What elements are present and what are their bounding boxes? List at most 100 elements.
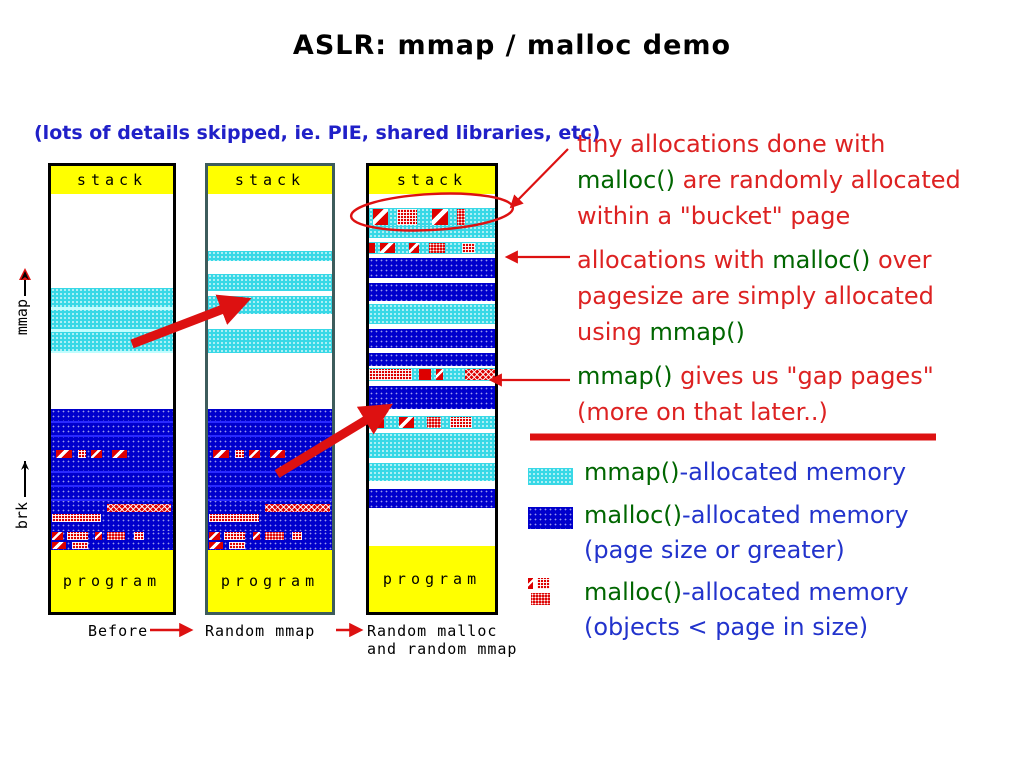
text-segment: over: [870, 246, 932, 274]
malloc-object-chip: [380, 243, 396, 253]
stack-region: stack: [208, 166, 332, 194]
program-region: program: [369, 546, 495, 612]
text-segment: mmap(): [584, 458, 680, 486]
malloc-object-chip: [409, 243, 420, 253]
free-region: [369, 348, 495, 353]
malloc-object-chip: [435, 369, 444, 380]
malloc-object-chip: [537, 578, 551, 589]
legend-label-malloc: malloc()-allocated memory (page size or g…: [584, 498, 909, 568]
malloc-object-chip: [66, 532, 88, 540]
malloc-objects-row: [51, 531, 173, 541]
bucket-page: [369, 242, 495, 254]
malloc-objects-row: [208, 449, 332, 459]
malloc-object-chip: [369, 243, 376, 253]
malloc-object-chip: [265, 532, 284, 540]
malloc-object-chip: [94, 532, 103, 540]
stack-region-label: stack: [396, 171, 468, 189]
free-region: [369, 481, 495, 489]
text-segment: -allocated memory: [679, 458, 907, 486]
annotation-text-3: mmap() gives us "gap pages" (more on that…: [577, 358, 934, 430]
caption-before: Before: [88, 622, 149, 640]
legend-label-mmap: mmap()-allocated memory: [584, 455, 906, 490]
mmap-axis-label: mmap: [13, 299, 31, 336]
text-segment: mmap(): [577, 362, 673, 390]
malloc-object-chip: [55, 450, 72, 458]
stack-region: stack: [51, 166, 173, 194]
malloc-object-chip: [265, 504, 330, 512]
malloc-object-chip: [462, 243, 475, 253]
malloc-object-chip: [464, 369, 495, 380]
malloc-object-chip: [399, 417, 415, 428]
malloc-object-chip: [449, 417, 473, 428]
malloc-objects-row: [51, 449, 173, 459]
malloc-objects-row: [51, 541, 173, 550]
malloc-region: [51, 459, 173, 503]
malloc-region: [369, 329, 495, 348]
brk-axis-label: brk: [13, 502, 31, 530]
text-segment: within a "bucket" page: [577, 202, 851, 230]
malloc-object-chip: [224, 532, 246, 540]
malloc-region: [369, 353, 495, 366]
free-region: [369, 238, 495, 242]
malloc-region: [369, 386, 495, 409]
mmap-region: [208, 274, 332, 291]
stack-region-label: stack: [76, 171, 148, 189]
malloc-object-chip: [52, 514, 102, 522]
stack-region: stack: [369, 166, 495, 194]
malloc-object-chip: [369, 369, 412, 380]
malloc-object-chip: [229, 542, 246, 549]
malloc-region: [369, 258, 495, 278]
malloc-region: [51, 523, 173, 531]
free-region: [369, 324, 495, 329]
malloc-region: [369, 283, 495, 301]
mmap-region: [369, 463, 495, 481]
malloc-object-chip: [372, 209, 388, 225]
legend-swatch-malloc: [528, 507, 573, 529]
mmap-region: [51, 288, 173, 353]
text-segment: malloc(): [772, 246, 871, 274]
memory-column-random-mmap: stack program: [205, 163, 335, 615]
malloc-object-chip: [107, 504, 171, 512]
malloc-object-chip: [419, 369, 431, 380]
malloc-region: [51, 409, 173, 449]
program-region: program: [51, 550, 173, 612]
details-note: (lots of details skipped, ie. PIE, share…: [34, 122, 601, 144]
caption-random-mmap: Random mmap: [205, 622, 316, 640]
text-segment: tiny allocations done with: [577, 130, 886, 158]
malloc-objects-row: [208, 503, 332, 513]
malloc-object-chip: [209, 514, 259, 522]
malloc-object-chip: [252, 532, 261, 540]
malloc-region: [208, 523, 332, 531]
mmap-region: [208, 251, 332, 261]
malloc-objects-row: [208, 513, 332, 523]
free-region: [369, 381, 495, 386]
memory-column-before: stack program: [48, 163, 176, 615]
arrow-annotation-bucket: [509, 148, 569, 209]
text-segment: -allocated memory: [682, 501, 909, 529]
malloc-object-chip: [209, 542, 223, 549]
text-segment: (more on that later..): [577, 398, 828, 426]
memory-column-random-malloc-and-mmap: stack program: [366, 163, 498, 615]
free-region: [208, 353, 332, 409]
malloc-region: [208, 409, 332, 449]
malloc-object-chip: [212, 450, 230, 458]
mmap-region: [369, 433, 495, 458]
free-region: [51, 353, 173, 409]
malloc-object-chip: [71, 542, 88, 549]
free-region: [369, 254, 495, 258]
text-segment: malloc(): [584, 578, 683, 606]
program-region-label: program: [62, 572, 162, 590]
mmap-region: [208, 329, 332, 353]
free-region: [369, 429, 495, 433]
free-region: [208, 261, 332, 274]
text-segment: (page size or greater): [584, 536, 845, 564]
malloc-object-chip: [77, 450, 87, 458]
free-region: [208, 314, 332, 329]
malloc-objects-row: [208, 541, 332, 550]
brk-axis-arrowhead: [21, 461, 29, 470]
malloc-region: [208, 459, 332, 503]
legend-swatch-mmap: [528, 468, 573, 485]
malloc-object-chip: [426, 417, 441, 428]
text-segment: using: [577, 318, 650, 346]
